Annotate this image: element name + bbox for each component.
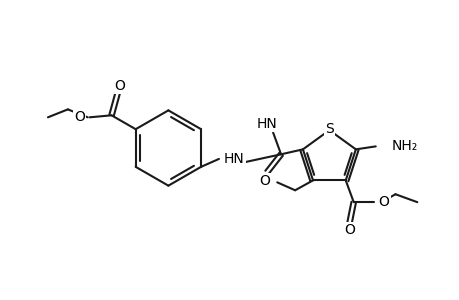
Text: HN: HN [224,152,244,166]
Text: O: O [378,195,389,209]
Text: NH₂: NH₂ [391,140,417,153]
Text: HN: HN [256,117,276,130]
Text: O: O [74,110,84,124]
Text: S: S [325,122,333,136]
Text: O: O [114,79,125,93]
Text: O: O [259,174,270,188]
Text: O: O [343,223,354,237]
